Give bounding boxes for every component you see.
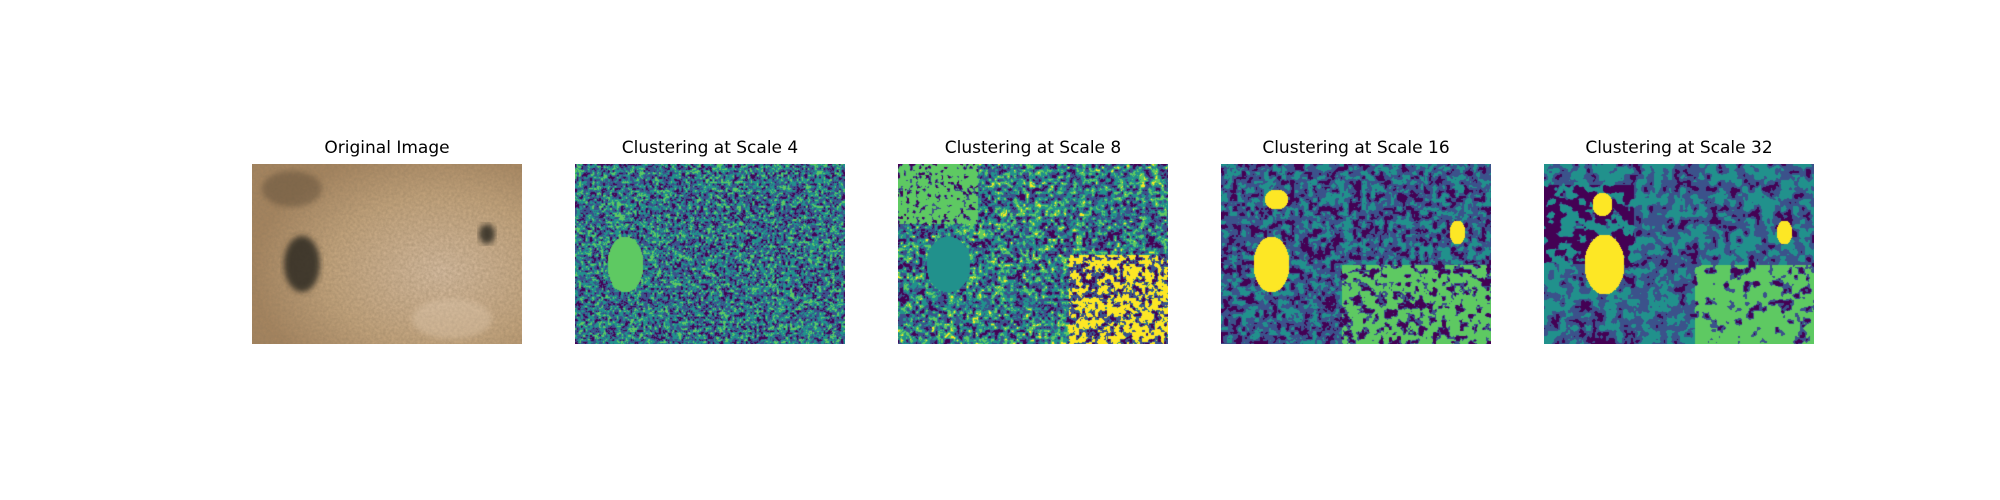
panel-title: Original Image xyxy=(324,138,450,158)
panel-clustering-scale-8: Clustering at Scale 8 xyxy=(898,0,1168,500)
bush-shadow xyxy=(284,236,320,292)
clustering-map-scale-32 xyxy=(1544,164,1814,344)
original-image xyxy=(252,164,522,344)
panel-title: Clustering at Scale 16 xyxy=(1262,138,1450,158)
panel-title: Clustering at Scale 32 xyxy=(1585,138,1773,158)
panel-clustering-scale-16: Clustering at Scale 16 xyxy=(1221,0,1491,500)
clustering-map-scale-16 xyxy=(1221,164,1491,344)
panel-title: Clustering at Scale 8 xyxy=(944,138,1122,158)
clustering-map-scale-4 xyxy=(575,164,845,344)
bush-shadow-small xyxy=(479,224,495,244)
panel-title: Clustering at Scale 4 xyxy=(621,138,799,158)
panel-clustering-scale-4: Clustering at Scale 4 xyxy=(575,0,845,500)
panel-original-image: Original Image xyxy=(252,0,522,500)
clustering-map-scale-8 xyxy=(898,164,1168,344)
panel-clustering-scale-32: Clustering at Scale 32 xyxy=(1544,0,1814,500)
